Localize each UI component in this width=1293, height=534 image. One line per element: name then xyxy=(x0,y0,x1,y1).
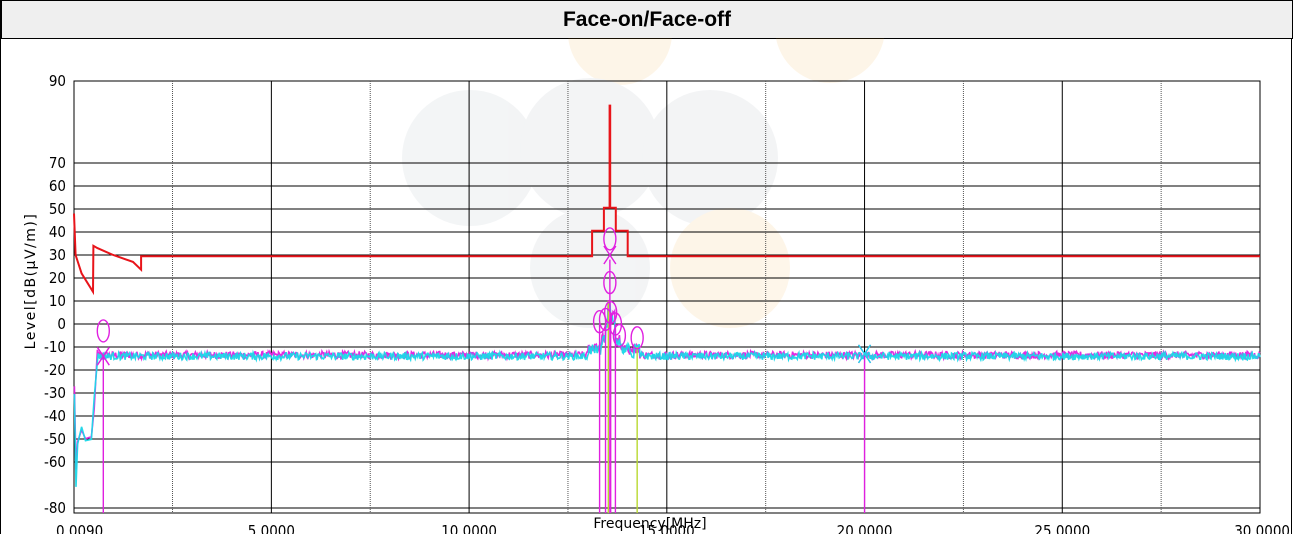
y-tick-label: 90 xyxy=(49,72,66,90)
marker-circle xyxy=(608,312,623,336)
marker-cross-stroke xyxy=(857,344,872,364)
y-tick-label: 70 xyxy=(49,154,66,172)
emission-chart: 90 70 60 50 40 30 20 10 0 -10 -20 -30 -40 -50 -60 -80 0.… xyxy=(23,38,1290,534)
y-tick-label: -80 xyxy=(44,499,66,517)
grid xyxy=(73,80,1261,514)
x-tick-label: 25.0000 xyxy=(1034,522,1090,534)
y-tick-label: 60 xyxy=(49,177,66,195)
chart-title: Face-on/Face-off xyxy=(1,0,1293,39)
y-tick-label: -20 xyxy=(44,361,66,379)
y-tick-label: 10 xyxy=(49,292,66,310)
limit-line xyxy=(73,104,1260,296)
limit-line-path xyxy=(73,104,1260,296)
y-tick-label: 30 xyxy=(49,246,66,264)
marker-circle xyxy=(592,310,607,334)
marker-drops xyxy=(102,259,866,513)
marker-circle xyxy=(603,227,617,251)
x-tick-label: 0.0090 xyxy=(56,522,103,534)
x-tick-label: 5.0000 xyxy=(248,522,295,534)
x-tick-label: 15.0000 xyxy=(639,522,695,534)
y-tick-label: -40 xyxy=(44,407,66,425)
y-tick-label: -50 xyxy=(44,430,66,448)
y-axis-label: Level[dB(µV/m)] xyxy=(23,213,39,350)
marker-cross xyxy=(96,346,110,366)
marker-cross xyxy=(857,344,872,364)
y-tick-label: -10 xyxy=(44,338,66,356)
marker-cross-stroke xyxy=(603,245,617,265)
trace-cyan xyxy=(73,302,1261,487)
y-tick-label: 0 xyxy=(57,315,66,333)
marker-circle xyxy=(96,319,111,343)
markers xyxy=(96,227,872,366)
y-tick-label: -30 xyxy=(44,384,66,402)
y-tick-label: -60 xyxy=(44,453,66,471)
traces xyxy=(73,299,1261,487)
x-tick-label: 20.0000 xyxy=(837,522,893,534)
marker-circle xyxy=(630,326,644,350)
tick-labels: 90 70 60 50 40 30 20 10 0 -10 -20 -30 -40 -50 -60 -80 0.… xyxy=(44,72,1290,534)
marker-cross xyxy=(603,245,617,265)
marker-cross-stroke xyxy=(96,346,110,366)
x-axis-label: Frequency[MHz] xyxy=(593,516,706,532)
marker-circle xyxy=(612,323,627,348)
x-tick-label: 10.0000 xyxy=(441,522,497,534)
y-tick-label: 20 xyxy=(49,269,66,287)
x-tick-label: 30.0000 xyxy=(1234,522,1290,534)
y-tick-label: 50 xyxy=(49,200,66,218)
marker-circle xyxy=(603,270,617,295)
y-tick-label: 40 xyxy=(49,223,66,241)
watermark-logo xyxy=(402,38,885,328)
